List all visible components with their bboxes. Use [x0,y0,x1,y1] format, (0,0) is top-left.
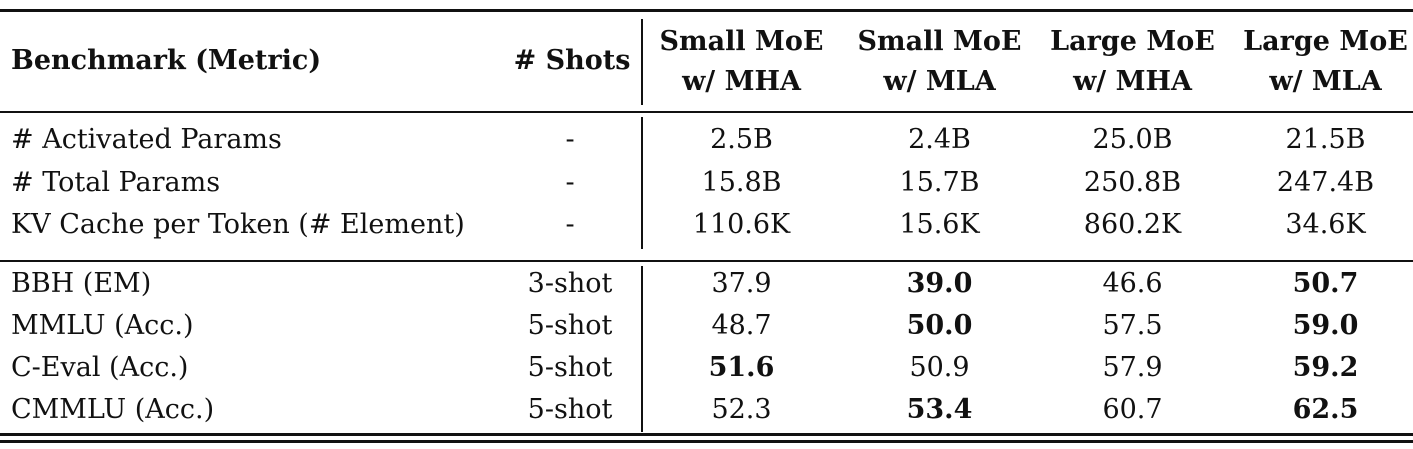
row-value: 15.6K [899,209,980,240]
header-rule [0,111,1413,113]
bottom-rule-2 [0,440,1413,443]
row-value: 110.6K [692,209,791,240]
section-rule [0,260,1413,262]
header-col-line1: Small MoE [857,26,1022,57]
row-value: 860.2K [1083,209,1182,240]
row-label: MMLU (Acc.) [11,310,194,341]
header-col-line1: Large MoE [1243,26,1408,57]
header-col-line2: w/ MLA [1269,66,1382,97]
header-col-line2: w/ MHA [682,66,801,97]
bottom-rule-1 [0,433,1413,436]
row-shots: 3-shot [527,268,613,299]
row-value: 247.4B [1276,167,1375,198]
row-shots: 5-shot [527,352,613,383]
row-value: 52.3 [711,394,772,425]
stats-divider [641,117,643,249]
row-label: BBH (EM) [11,268,152,299]
row-value: 25.0B [1092,124,1173,155]
header-col-line2: w/ MHA [1073,66,1192,97]
row-label: CMMLU (Acc.) [11,394,215,425]
row-value: 46.6 [1102,268,1163,299]
row-value: 62.5 [1292,394,1359,425]
row-shots: - [565,209,575,240]
row-value: 34.6K [1285,209,1366,240]
row-value: 37.9 [711,268,772,299]
row-value: 53.4 [906,394,973,425]
row-value: 50.7 [1292,268,1359,299]
row-value: 51.6 [708,352,775,383]
row-value: 59.0 [1292,310,1359,341]
row-label: # Activated Params [11,124,282,155]
row-label: C-Eval (Acc.) [11,352,189,383]
header-divider [641,19,643,105]
row-label: # Total Params [11,167,221,198]
row-shots: 5-shot [527,310,613,341]
row-value: 39.0 [906,268,973,299]
row-value: 50.9 [909,352,970,383]
row-value: 2.4B [908,124,971,155]
header-col-large-mla: Large MoE w/ MLA [1228,22,1413,102]
header-col-line1: Small MoE [659,26,824,57]
top-rule [0,9,1413,12]
row-value: 50.0 [906,310,973,341]
row-value: 21.5B [1285,124,1366,155]
row-value: 60.7 [1102,394,1163,425]
row-value: 57.9 [1102,352,1163,383]
row-value: 15.7B [899,167,980,198]
row-shots: - [565,167,575,198]
row-value: 250.8B [1083,167,1182,198]
header-shots: # Shots [513,45,631,76]
header-col-large-mha: Large MoE w/ MHA [1035,22,1230,102]
header-col-line2: w/ MLA [883,66,996,97]
row-value: 15.8B [701,167,782,198]
header-col-line1: Large MoE [1050,26,1215,57]
row-shots: 5-shot [527,394,613,425]
row-value: 57.5 [1102,310,1163,341]
row-value: 59.2 [1292,352,1359,383]
row-label: KV Cache per Token (# Element) [11,209,465,240]
row-shots: - [565,124,575,155]
row-value: 2.5B [710,124,773,155]
header-col-small-mla: Small MoE w/ MLA [842,22,1037,102]
header-benchmark: Benchmark (Metric) [11,45,322,76]
header-col-small-mha: Small MoE w/ MHA [644,22,839,102]
benchmark-divider [641,266,643,432]
row-value: 48.7 [711,310,772,341]
